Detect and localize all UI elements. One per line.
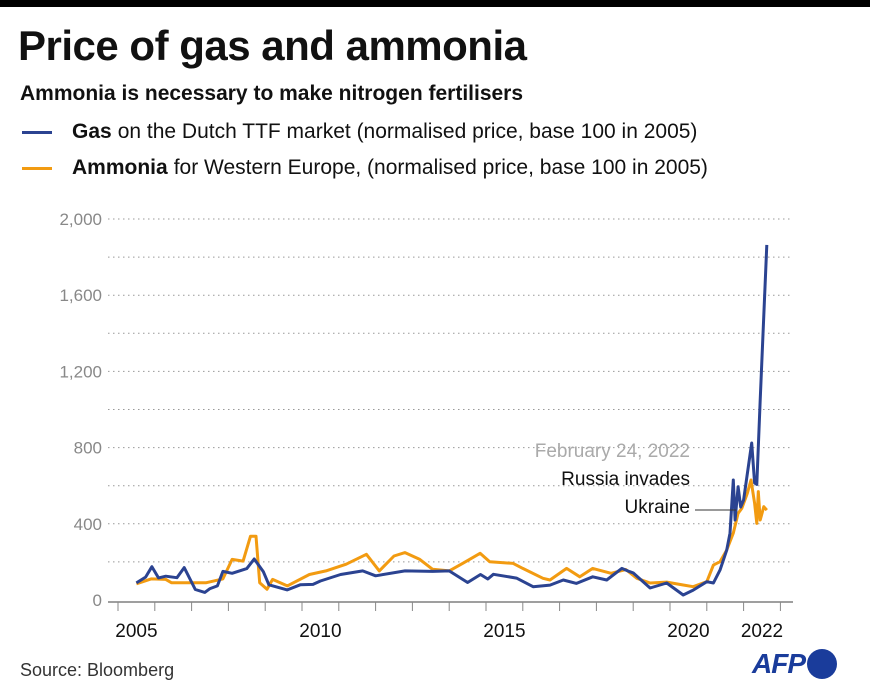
series-line-gas [135, 244, 769, 597]
x-tick-label: 2020 [667, 621, 709, 642]
legend-label-gas: Gas [72, 120, 112, 143]
legend-text-gas: on the Dutch TTF market (normalised pric… [117, 120, 698, 143]
y-tick-label: 1,200 [59, 362, 102, 381]
y-tick-label: 1,600 [59, 286, 102, 305]
x-tick-label: 2015 [483, 621, 525, 642]
legend-item-gas: Gas on the Dutch TTF market (normalised … [22, 120, 697, 144]
y-tick-label: 2,000 [59, 210, 102, 229]
annotation-date: February 24, 2022 [535, 441, 690, 462]
legend-item-ammonia: Ammonia for Western Europe, (normalised … [22, 156, 708, 180]
annotation-line2: Ukraine [625, 497, 690, 518]
legend-text-ammonia: for Western Europe, (normalised price, b… [173, 156, 708, 179]
legend-swatch-ammonia [22, 166, 52, 170]
y-tick-label: 800 [74, 439, 102, 458]
afp-logo: AFP [752, 648, 837, 680]
series-line-ammonia [135, 478, 768, 591]
x-tick-label: 2022 [741, 621, 783, 642]
afp-logo-text: AFP [752, 648, 806, 679]
y-tick-label: 400 [74, 515, 102, 534]
y-tick-label: 0 [93, 591, 102, 610]
chart-title: Price of gas and ammonia [18, 22, 527, 69]
legend-swatch-gas [22, 130, 52, 134]
source-note: Source: Bloomberg [20, 660, 175, 680]
annotation-line1: Russia invades [561, 469, 690, 490]
x-tick-label: 2005 [115, 621, 157, 642]
top-bar [0, 0, 870, 7]
legend-label-ammonia: Ammonia [72, 156, 168, 179]
x-tick-label: 2010 [299, 621, 341, 642]
afp-logo-circle [807, 649, 837, 679]
chart-subtitle: Ammonia is necessary to make nitrogen fe… [20, 82, 524, 105]
